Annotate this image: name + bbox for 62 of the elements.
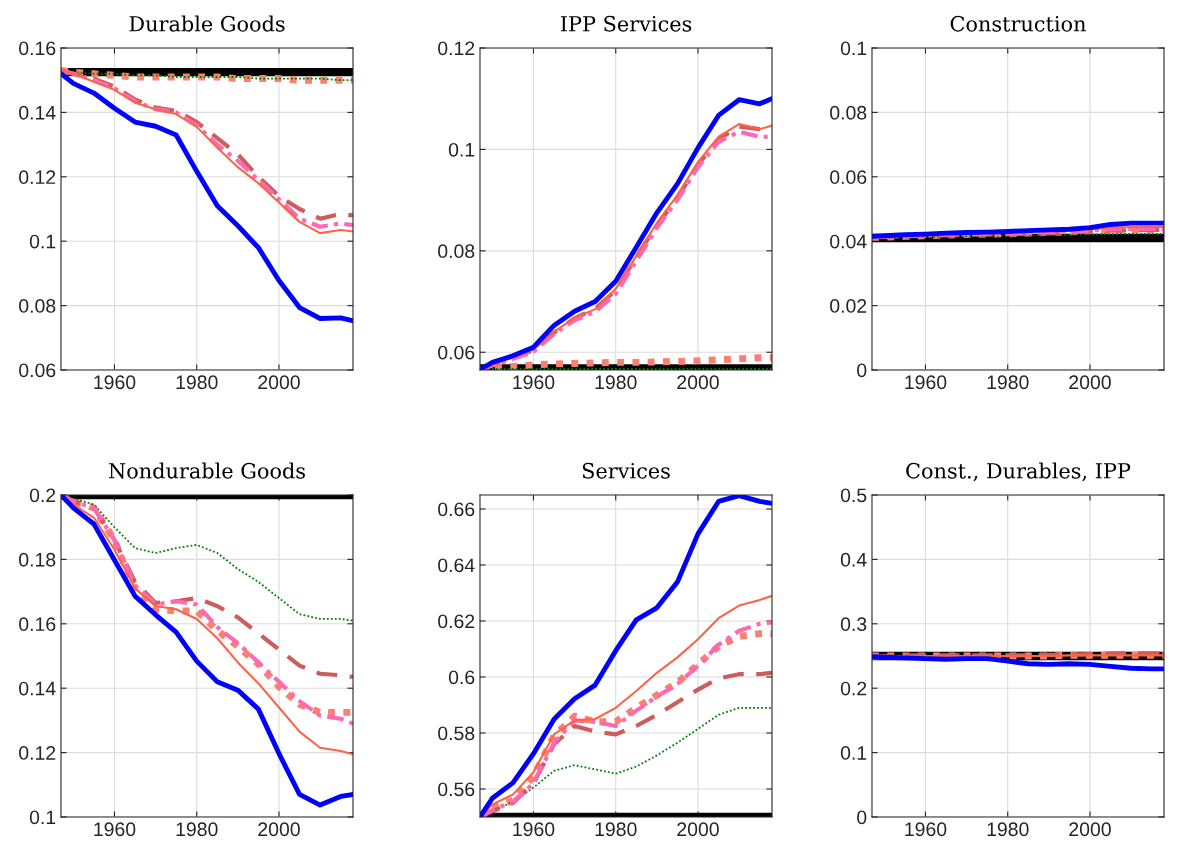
y-tick-label: 0.18 xyxy=(19,552,56,567)
y-tick-label: 0.08 xyxy=(830,105,867,120)
y-tick-label: 0.5 xyxy=(840,488,867,503)
y-tick-label: 0.2 xyxy=(840,681,867,696)
x-tick-label: 1960 xyxy=(94,822,136,837)
line-series xyxy=(872,654,1164,672)
y-tick-label: 0.2 xyxy=(29,488,56,503)
y-tick-label: 0.06 xyxy=(438,345,475,360)
y-tick-label: 0.14 xyxy=(19,105,56,120)
y-tick-label: 0.06 xyxy=(19,363,56,378)
y-tick-label: 0.3 xyxy=(840,617,867,632)
y-tick-label: 0.1 xyxy=(840,41,867,56)
y-tick-label: 0.08 xyxy=(19,299,56,313)
y-tick-label: 0.1 xyxy=(29,810,56,825)
y-tick-label: 0.6 xyxy=(448,670,475,685)
x-tick-label: 1980 xyxy=(595,822,637,837)
y-tick-label: 0.56 xyxy=(438,782,475,797)
x-tick-label: 2000 xyxy=(258,822,300,837)
line-series xyxy=(872,220,1164,239)
x-tick-label: 1960 xyxy=(905,375,947,390)
y-tick-label: 0.62 xyxy=(438,614,475,629)
chart-title: IPP Services xyxy=(560,15,692,32)
x-tick-label: 2000 xyxy=(1069,375,1111,390)
x-tick-label: 1980 xyxy=(176,822,218,837)
x-tick-label: 1980 xyxy=(987,375,1029,390)
y-tick-label: 0.02 xyxy=(830,299,867,313)
x-tick-label: 1960 xyxy=(513,822,555,837)
chart-title: Services xyxy=(582,462,670,479)
x-tick-label: 1980 xyxy=(595,375,637,390)
line-series xyxy=(61,71,353,324)
y-tick-label: 0.04 xyxy=(830,234,867,249)
y-tick-label: 0.4 xyxy=(840,552,867,567)
y-tick-label: 0.16 xyxy=(19,617,56,632)
x-tick-label: 1960 xyxy=(513,375,555,390)
chart-title: Const., Durables, IPP xyxy=(906,462,1131,482)
y-tick-label: 0.1 xyxy=(448,142,475,157)
y-tick-label: 0.06 xyxy=(830,170,867,185)
y-tick-label: 0.66 xyxy=(438,502,475,517)
y-tick-label: 0.08 xyxy=(438,244,475,259)
x-tick-label: 2000 xyxy=(677,375,719,390)
x-tick-label: 1960 xyxy=(94,375,136,390)
x-tick-label: 1980 xyxy=(987,822,1029,837)
x-tick-label: 2000 xyxy=(258,375,300,390)
y-tick-label: 0 xyxy=(857,810,867,825)
y-tick-label: 0.58 xyxy=(438,726,475,741)
chart-title: Durable Goods xyxy=(129,15,285,32)
y-tick-label: 0.12 xyxy=(19,170,56,185)
y-tick-label: 0.14 xyxy=(19,681,56,696)
x-tick-label: 1960 xyxy=(905,822,947,837)
x-tick-label: 1980 xyxy=(176,375,218,390)
y-tick-label: 0.64 xyxy=(438,558,475,573)
line-series xyxy=(480,495,772,817)
x-tick-label: 2000 xyxy=(1069,822,1111,837)
chart-title: Nondurable Goods xyxy=(109,462,305,479)
x-tick-label: 2000 xyxy=(677,822,719,837)
y-tick-label: 0.12 xyxy=(438,41,475,56)
chart-title: Construction xyxy=(950,15,1086,32)
y-tick-label: 0.1 xyxy=(29,234,56,249)
y-tick-label: 0.16 xyxy=(19,41,56,56)
y-tick-label: 0.1 xyxy=(840,746,867,760)
y-tick-label: 0.12 xyxy=(19,746,56,760)
y-tick-label: 0 xyxy=(857,363,867,378)
